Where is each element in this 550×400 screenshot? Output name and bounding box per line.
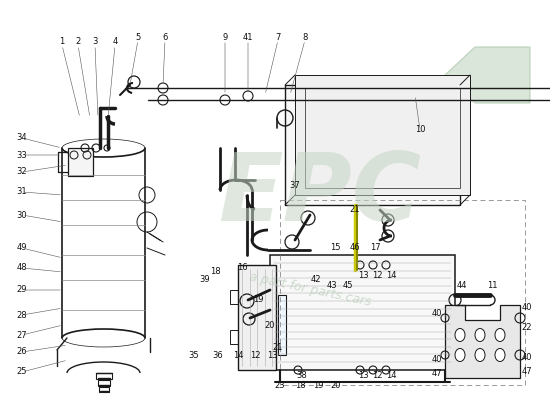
Text: 30: 30 — [16, 210, 28, 220]
Text: 12: 12 — [250, 350, 260, 360]
Text: a part for parts.cars: a part for parts.cars — [248, 271, 372, 309]
Text: 14: 14 — [386, 370, 396, 380]
Bar — [238, 265, 276, 370]
Bar — [285, 85, 460, 205]
Text: 40: 40 — [522, 354, 532, 362]
Text: 19: 19 — [313, 380, 323, 390]
Text: 29: 29 — [16, 286, 28, 294]
Text: 19: 19 — [253, 296, 263, 304]
Text: 18: 18 — [295, 380, 305, 390]
Text: 9: 9 — [222, 34, 228, 42]
Bar — [98, 387, 108, 392]
Ellipse shape — [455, 328, 465, 342]
Text: 10: 10 — [415, 126, 425, 134]
Ellipse shape — [455, 348, 465, 362]
Bar — [230, 290, 238, 304]
Text: 36: 36 — [213, 350, 223, 360]
Bar — [295, 75, 470, 195]
Text: 4: 4 — [112, 38, 118, 46]
Text: 6: 6 — [162, 34, 168, 42]
Text: 5: 5 — [135, 34, 141, 42]
Text: 40: 40 — [522, 304, 532, 312]
Text: 28: 28 — [16, 310, 28, 320]
Text: 40: 40 — [432, 308, 442, 318]
Text: 49: 49 — [16, 244, 28, 252]
Polygon shape — [445, 305, 520, 378]
Text: 20: 20 — [331, 380, 341, 390]
Text: 41: 41 — [243, 34, 253, 42]
Text: 38: 38 — [296, 370, 307, 380]
Text: 12: 12 — [372, 370, 382, 380]
Bar — [270, 255, 455, 370]
Bar — [97, 380, 109, 386]
Text: 47: 47 — [522, 368, 532, 376]
Text: 13: 13 — [267, 350, 277, 360]
Text: 37: 37 — [290, 180, 300, 190]
Text: 20: 20 — [265, 320, 275, 330]
Text: 45: 45 — [343, 280, 353, 290]
Text: 31: 31 — [16, 188, 28, 196]
Polygon shape — [445, 47, 530, 103]
Text: 39: 39 — [200, 276, 210, 284]
Text: 46: 46 — [350, 244, 360, 252]
Text: 13: 13 — [358, 370, 368, 380]
Bar — [68, 148, 93, 176]
Bar — [230, 330, 238, 344]
Text: 17: 17 — [370, 244, 380, 252]
Text: 27: 27 — [16, 330, 28, 340]
Text: 16: 16 — [236, 264, 248, 272]
Text: 14: 14 — [386, 270, 396, 280]
Text: 32: 32 — [16, 168, 28, 176]
Text: 14: 14 — [233, 350, 243, 360]
Text: 21: 21 — [273, 344, 283, 352]
Text: 40: 40 — [432, 356, 442, 364]
Text: 15: 15 — [330, 244, 340, 252]
Ellipse shape — [475, 328, 485, 342]
Text: 34: 34 — [16, 134, 28, 142]
Text: 2: 2 — [75, 38, 81, 46]
Ellipse shape — [495, 328, 505, 342]
Text: 26: 26 — [16, 348, 28, 356]
Ellipse shape — [495, 348, 505, 362]
Bar — [278, 295, 286, 355]
Text: 3: 3 — [92, 38, 98, 46]
Text: 1: 1 — [59, 38, 65, 46]
Text: 22: 22 — [522, 324, 532, 332]
Bar — [305, 88, 460, 188]
Text: 43: 43 — [327, 280, 337, 290]
Bar — [280, 200, 525, 385]
Text: 18: 18 — [210, 268, 221, 276]
Text: 21: 21 — [350, 206, 360, 214]
Text: 23: 23 — [274, 380, 285, 390]
Text: 25: 25 — [16, 368, 28, 376]
Text: 48: 48 — [16, 264, 28, 272]
Text: 12: 12 — [372, 270, 382, 280]
Ellipse shape — [475, 348, 485, 362]
Text: 42: 42 — [311, 276, 321, 284]
Text: 44: 44 — [456, 280, 468, 290]
Text: 35: 35 — [189, 350, 199, 360]
Text: 13: 13 — [358, 270, 368, 280]
Text: EPC: EPC — [218, 149, 421, 241]
Text: 47: 47 — [432, 370, 442, 378]
Text: 8: 8 — [302, 34, 307, 42]
Bar — [96, 373, 112, 379]
Text: 7: 7 — [276, 34, 280, 42]
Text: 33: 33 — [16, 150, 28, 160]
Text: 11: 11 — [487, 280, 497, 290]
